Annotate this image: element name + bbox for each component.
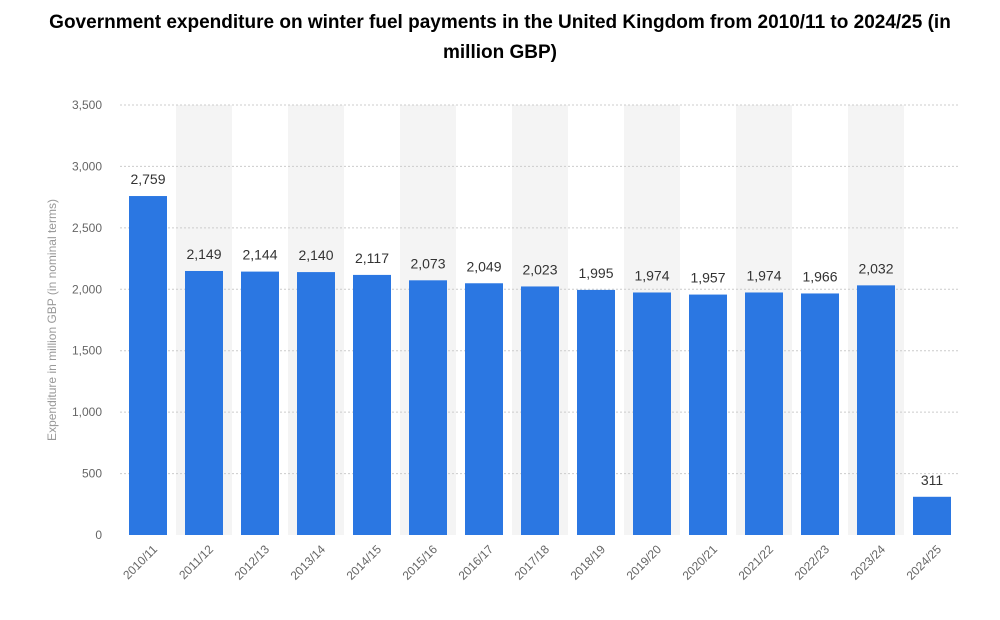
data-label: 1,974 [746,267,781,283]
data-label: 2,759 [130,171,165,187]
bar [913,496,951,535]
bar [801,293,839,535]
x-tick-label: 2013/14 [288,542,329,583]
bar [857,285,895,535]
x-axis-ticks: 2010/11 2011/12 2012/13 2013/14 2014/15 2015/… [120,542,944,583]
data-label: 1,995 [578,265,613,281]
bar [745,292,783,535]
bar [689,294,727,535]
data-label: 2,032 [858,260,893,276]
y-tick-label: 2,500 [72,221,102,235]
x-tick-label: 2016/17 [456,542,497,583]
data-label: 2,140 [298,247,333,263]
x-tick-label: 2024/25 [904,542,945,583]
bar [577,289,615,535]
x-tick-label: 2023/24 [848,542,889,583]
data-labels: 2,759 2,149 2,144 2,140 2,117 2,073 2,049 2,023… [130,171,943,488]
y-tick-label: 2,000 [72,282,102,296]
data-label: 2,023 [522,261,557,277]
y-tick-label: 3,500 [72,98,102,112]
data-label: 2,049 [466,258,501,274]
y-tick-label: 0 [95,528,102,542]
bar [185,270,223,535]
x-tick-label: 2022/23 [792,542,833,583]
y-tick-label: 1,500 [72,344,102,358]
bar [353,274,391,535]
data-label: 1,957 [690,270,725,286]
bar [521,286,559,535]
y-tick-label: 1,000 [72,405,102,419]
data-label: 2,144 [242,247,277,263]
data-label: 1,974 [634,267,669,283]
x-tick-label: 2010/11 [120,542,160,582]
data-label: 2,149 [186,246,221,262]
x-tick-label: 2015/16 [400,542,441,583]
data-label: 1,966 [802,268,837,284]
x-tick-label: 2020/21 [680,542,721,583]
y-axis-title: Expenditure in million GBP (in nominal t… [45,199,59,441]
x-tick-label: 2014/15 [344,542,385,583]
data-label: 2,073 [410,255,445,271]
bars [129,196,951,535]
bar [633,292,671,535]
data-label: 2,117 [355,250,389,266]
y-tick-label: 500 [82,467,102,481]
x-tick-label: 2011/12 [176,542,216,582]
bar [241,271,279,535]
y-axis-ticks: 0 500 1,000 1,500 2,000 2,500 3,000 3,500 [72,98,102,542]
data-label: 311 [921,472,944,488]
bar [297,272,335,535]
x-tick-label: 2012/13 [232,542,273,583]
x-tick-label: 2017/18 [512,542,553,583]
x-tick-label: 2018/19 [568,542,609,583]
x-tick-label: 2019/20 [624,542,665,583]
chart-title: Government expenditure on winter fuel pa… [49,12,951,63]
x-tick-label: 2021/22 [736,542,777,583]
y-tick-label: 3,000 [72,159,102,173]
bar [409,280,447,535]
bar [129,196,167,535]
bar [465,283,503,535]
